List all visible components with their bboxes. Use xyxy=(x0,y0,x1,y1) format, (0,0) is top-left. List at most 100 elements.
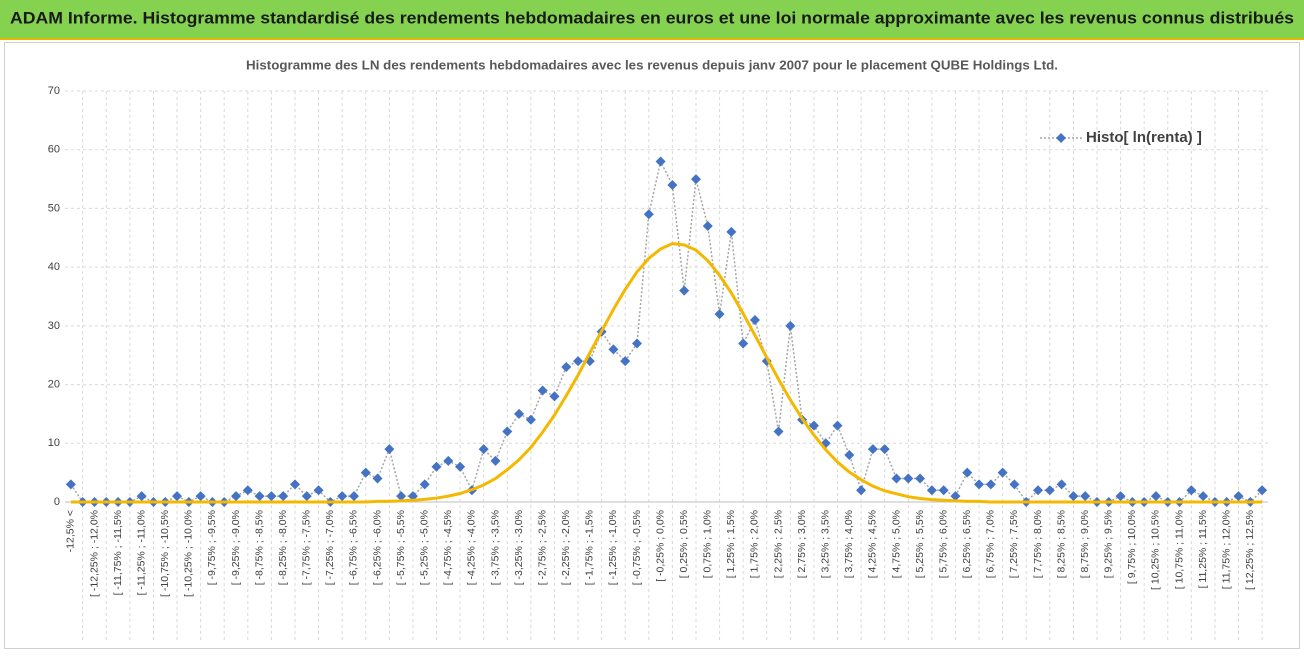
data-point xyxy=(702,221,713,232)
x-tick-label: [ -9,25% ; -9,0% xyxy=(230,510,242,585)
data-point xyxy=(962,467,973,478)
x-tick-label: [ 0,25% ; 0,5% xyxy=(678,510,690,578)
data-point xyxy=(372,473,383,484)
data-point xyxy=(278,491,289,502)
title-bar xyxy=(0,0,1304,38)
y-tick-label: 10 xyxy=(48,437,60,449)
data-point xyxy=(974,479,985,490)
x-tick-label: [ -6,75% ; -6,5% xyxy=(348,510,360,585)
data-point xyxy=(856,485,867,496)
data-point xyxy=(172,491,183,502)
x-tick-label: [ -0,25% ; 0,0% xyxy=(654,510,666,582)
data-point xyxy=(1044,485,1055,496)
data-point xyxy=(891,473,902,484)
x-tick-label: [ 6,75% ; 7,0% xyxy=(985,510,997,578)
x-tick-label: [ 11,75% ; 12,0% xyxy=(1221,510,1233,589)
x-tick-label: [ 11,25% ; 11,5% xyxy=(1197,510,1209,588)
data-point xyxy=(1186,485,1197,496)
data-point xyxy=(65,479,76,490)
data-point xyxy=(749,314,760,325)
x-tick-label: [ 1,25% ; 1,5% xyxy=(725,510,737,578)
data-point xyxy=(337,491,348,502)
data-point xyxy=(1056,479,1067,490)
x-tick-label: [ 8,25% ; 8,5% xyxy=(1055,510,1067,578)
data-point xyxy=(1115,491,1126,502)
data-point xyxy=(478,444,489,455)
chart-title: Histogramme des LN des rendements hebdom… xyxy=(246,58,1058,72)
data-point xyxy=(136,491,147,502)
x-tick-label: [ 1,75% ; 2,0% xyxy=(749,510,761,578)
data-point xyxy=(1198,491,1209,502)
data-point xyxy=(1257,485,1268,496)
x-tick-label: [ -5,75% ; -5,5% xyxy=(395,510,407,585)
data-point xyxy=(231,491,242,502)
data-point xyxy=(997,467,1008,478)
x-tick-label: [ 3,75% ; 4,0% xyxy=(843,510,855,578)
data-point xyxy=(667,179,678,190)
x-tick-label: [ -10,25% ; -10,0% xyxy=(183,510,195,597)
data-point xyxy=(573,356,584,367)
x-tick-label: [ 10,25% ; 10,5% xyxy=(1150,510,1162,590)
data-point xyxy=(549,391,560,402)
data-point xyxy=(738,338,749,349)
data-point xyxy=(938,485,949,496)
y-tick-label: 30 xyxy=(48,320,60,332)
data-point xyxy=(301,491,312,502)
x-tick-label: [ -3,25% ; -3,0% xyxy=(513,510,525,585)
data-point xyxy=(608,344,619,355)
data-point xyxy=(773,426,784,437)
data-point xyxy=(490,455,501,466)
x-tick-label: [ 5,25% ; 5,5% xyxy=(914,510,926,578)
chart-frame xyxy=(4,42,1300,649)
data-point xyxy=(1080,491,1091,502)
data-point xyxy=(384,444,395,455)
data-point xyxy=(679,285,690,296)
data-point xyxy=(455,461,466,472)
x-tick-label: [ 5,75% ; 6,0% xyxy=(937,510,949,578)
x-tick-label: [ 9,25% ; 9,5% xyxy=(1103,510,1115,578)
data-point xyxy=(266,491,277,502)
data-point xyxy=(690,174,701,185)
x-tick-label: [ 3,25% ; 3,5% xyxy=(820,510,832,578)
data-point xyxy=(1233,491,1244,502)
x-tick-label: [ -12,25% ; -12,0% xyxy=(88,510,100,597)
data-point xyxy=(537,385,548,396)
data-point xyxy=(879,444,890,455)
data-point xyxy=(985,479,996,490)
y-tick-label: 40 xyxy=(48,261,60,273)
data-point xyxy=(632,338,643,349)
series-line xyxy=(70,160,1263,503)
x-tick-label: [ -10,75% ; -10,5% xyxy=(159,510,171,597)
data-point xyxy=(903,473,914,484)
x-tick-label: [ -8,75% ; -8,5% xyxy=(253,510,265,585)
data-point xyxy=(844,450,855,461)
y-tick-label: 70 xyxy=(48,85,60,97)
x-tick-label: [ -11,25% ; -11,0% xyxy=(135,510,147,595)
data-point xyxy=(396,491,407,502)
data-point xyxy=(867,444,878,455)
data-point xyxy=(1068,491,1079,502)
x-tick-label: [ 6,25% ; 6,5% xyxy=(961,510,973,578)
x-tick-label: [ 10,75% ; 11,0% xyxy=(1173,510,1185,589)
x-tick-label: [ -4,75% ; -4,5% xyxy=(442,510,454,585)
y-tick-label: 60 xyxy=(48,144,60,156)
data-point xyxy=(714,309,725,320)
x-tick-label: [ 8,75% ; 9,0% xyxy=(1079,510,1091,578)
x-tick-label: [ -7,75% ; -7,5% xyxy=(301,510,313,585)
data-point xyxy=(1150,491,1161,502)
x-tick-label: [ -1,75% ; -1,5% xyxy=(584,510,596,585)
x-tick-label: [ -5,25% ; -5,0% xyxy=(419,510,431,585)
data-point xyxy=(195,491,206,502)
data-point xyxy=(360,467,371,478)
x-tick-label: [ -4,25% ; -4,0% xyxy=(466,510,478,585)
legend-marker xyxy=(1056,133,1066,143)
data-point xyxy=(643,209,654,220)
data-point xyxy=(655,156,666,167)
x-tick-label: -12,5% < xyxy=(65,510,77,552)
x-tick-label: [ -7,25% ; -7,0% xyxy=(324,510,336,585)
x-tick-label: [ 7,25% ; 7,5% xyxy=(1008,510,1020,578)
data-point xyxy=(950,491,961,502)
data-point xyxy=(431,461,442,472)
x-tick-label: [ -11,75% ; -11,5% xyxy=(112,510,124,595)
